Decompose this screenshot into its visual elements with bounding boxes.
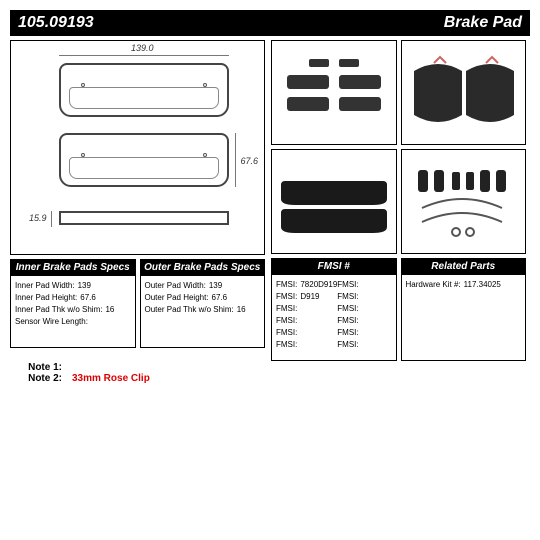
outer-specs: Outer Brake Pads Specs Outer Pad Width:1… <box>140 259 266 348</box>
related-body: Hardware Kit #:117.34025 <box>401 275 527 361</box>
inner-specs-body: Inner Pad Width:139 Inner Pad Height:67.… <box>10 276 136 348</box>
note2-label: Note 2: <box>10 373 62 384</box>
height-dim-label: 67.6 <box>240 156 258 166</box>
related-header: Related Parts <box>401 258 527 275</box>
inner-specs: Inner Brake Pads Specs Inner Pad Width:1… <box>10 259 136 348</box>
related-box: Related Parts Hardware Kit #:117.34025 <box>401 258 527 361</box>
page-title: Brake Pad <box>444 14 522 32</box>
outer-specs-header: Outer Brake Pads Specs <box>140 259 266 276</box>
notes: Note 1: Note 2: 33mm Rose Clip <box>10 362 265 384</box>
product-image-4 <box>401 149 527 254</box>
product-image-2 <box>401 40 527 145</box>
note2-value: 33mm Rose Clip <box>72 373 150 384</box>
pads-pair-icon <box>408 53 518 133</box>
product-image-3 <box>271 149 397 254</box>
fmsi-box: FMSI # FMSI:7820D919 FMSI:D919 FMSI: FMS… <box>271 258 397 361</box>
thk-dim-label: 15.9 <box>29 213 47 223</box>
note1-label: Note 1: <box>10 362 62 373</box>
width-dim-label: 139.0 <box>131 43 154 53</box>
spec-columns: Inner Brake Pads Specs Inner Pad Width:1… <box>10 259 265 348</box>
pad-diagram: 139.0 67.6 15.9 <box>10 40 265 255</box>
right-column: FMSI # FMSI:7820D919 FMSI:D919 FMSI: FMS… <box>271 40 526 384</box>
fmsi-header: FMSI # <box>271 258 397 275</box>
part-number: 105.09193 <box>18 14 94 32</box>
left-column: 139.0 67.6 15.9 Inner Br <box>10 40 265 384</box>
outer-specs-body: Outer Pad Width:139 Outer Pad Height:67.… <box>140 276 266 348</box>
hardware-kit-icon <box>408 162 518 242</box>
shims-icon <box>279 53 389 133</box>
product-image-1 <box>271 40 397 145</box>
header-bar: 105.09193 Brake Pad <box>10 10 530 36</box>
right-spec-columns: FMSI # FMSI:7820D919 FMSI:D919 FMSI: FMS… <box>271 258 526 361</box>
fmsi-body: FMSI:7820D919 FMSI:D919 FMSI: FMSI: FMSI… <box>271 275 397 361</box>
pads-flat-icon <box>279 167 389 237</box>
content: 139.0 67.6 15.9 Inner Br <box>10 40 530 384</box>
inner-specs-header: Inner Brake Pads Specs <box>10 259 136 276</box>
